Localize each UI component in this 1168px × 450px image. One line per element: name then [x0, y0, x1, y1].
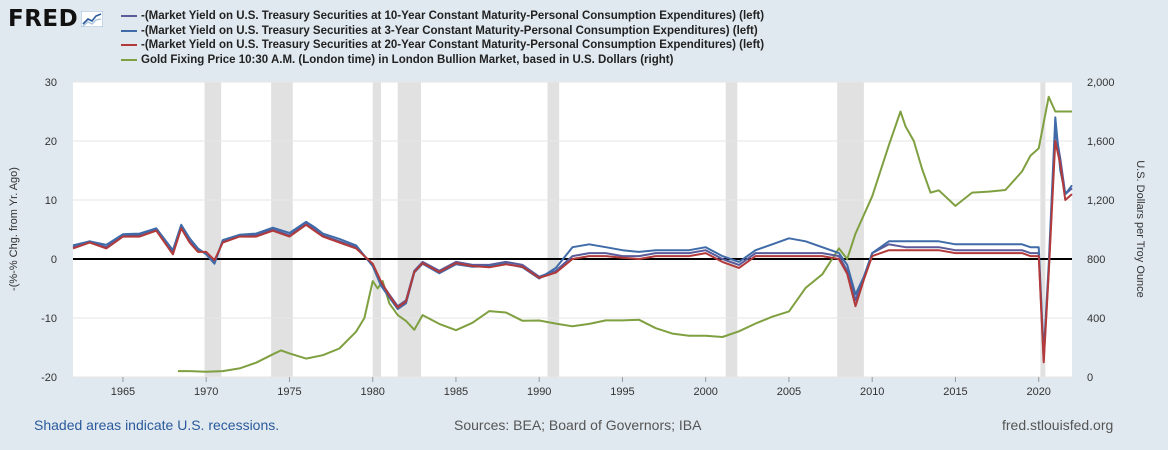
legend-swatch-gold: [121, 58, 137, 61]
tick-labels: -20 -10 0 10 20 30 0 400 800 1,200 1,600 2,000 1965 1…: [41, 77, 1114, 398]
right-tick-label: 2,000: [1087, 77, 1115, 89]
legend-item-gold[interactable]: Gold Fixing Price 10:30 A.M. (London tim…: [121, 53, 764, 68]
recession-bands: [204, 82, 1046, 377]
series-line-s3: [72, 116, 1073, 355]
right-tick-label: 400: [1087, 313, 1105, 325]
plot-background: [73, 82, 1072, 377]
graph-icon: [81, 11, 104, 27]
x-tick-label: 2015: [943, 386, 967, 398]
recession-band: [1040, 82, 1046, 377]
right-axis-label: U.S. Dollars per Troy Ounce: [1134, 160, 1146, 298]
left-axis-label: -(%-% Chg. from Yr. Ago): [8, 167, 20, 291]
recession-band: [547, 82, 560, 377]
x-tick-label: 1995: [610, 386, 634, 398]
legend-swatch-20yr: [121, 44, 137, 47]
legend-label-gold: Gold Fixing Price 10:30 A.M. (London tim…: [141, 53, 674, 66]
x-tick-label: 2005: [777, 386, 801, 398]
series-line-gold: [177, 95, 1072, 373]
x-tick-label: 1980: [360, 386, 384, 398]
recession-band: [837, 82, 864, 377]
series-line-s20: [72, 140, 1073, 364]
recession-band: [397, 82, 421, 377]
x-tick-label: 2010: [860, 386, 884, 398]
site-link[interactable]: fred.stlouisfed.org: [1002, 417, 1114, 433]
x-tick-label: 1985: [444, 386, 468, 398]
x-tick-label: 1965: [111, 386, 135, 398]
legend-label-3yr: -(Market Yield on U.S. Treasury Securiti…: [141, 24, 758, 37]
left-tick-label: -10: [41, 313, 57, 325]
left-tick-label: -20: [41, 372, 57, 384]
recession-band: [725, 82, 738, 377]
chart-legend: -(Market Yield on U.S. Treasury Securiti…: [121, 9, 764, 67]
right-tick-label: 1,200: [1087, 195, 1115, 207]
legend-label-20yr: -(Market Yield on U.S. Treasury Securiti…: [141, 39, 765, 51]
legend-swatch-10yr: [121, 15, 137, 18]
legend-label-10yr: -(Market Yield on U.S. Treasury Securiti…: [141, 10, 765, 22]
logo-text: FRED: [8, 6, 79, 32]
x-tick-label: 2000: [693, 386, 717, 398]
sources-text: Sources: BEA; Board of Governors; IBA: [454, 417, 702, 433]
x-tick-label: 1975: [277, 386, 301, 398]
right-tick-label: 800: [1087, 254, 1105, 266]
legend-item-10yr[interactable]: -(Market Yield on U.S. Treasury Securiti…: [121, 9, 764, 24]
right-tick-label: 1,600: [1087, 136, 1115, 148]
legend-swatch-3yr: [121, 29, 137, 32]
legend-item-3yr[interactable]: -(Market Yield on U.S. Treasury Securiti…: [121, 24, 764, 39]
right-tick-label: 0: [1087, 372, 1093, 384]
recession-note-link[interactable]: Shaded areas indicate U.S. recessions.: [34, 417, 280, 433]
x-tick-label: 1970: [194, 386, 218, 398]
series-lines: [72, 95, 1073, 373]
fred-logo[interactable]: FRED: [8, 6, 104, 32]
recession-band: [204, 82, 222, 377]
left-tick-label: 30: [45, 77, 57, 89]
left-tick-label: 20: [45, 136, 57, 148]
recession-band: [372, 82, 382, 377]
left-tick-label: 0: [51, 254, 57, 266]
x-tick-label: 1990: [527, 386, 551, 398]
recession-band: [271, 82, 293, 377]
x-tick-label: 2020: [1026, 386, 1050, 398]
left-tick-label: 10: [45, 195, 57, 207]
legend-item-20yr[interactable]: -(Market Yield on U.S. Treasury Securiti…: [121, 38, 764, 53]
chart-area: -20 -10 0 10 20 30 0 400 800 1,200 1,600 2,000 1965 1…: [8, 77, 1146, 398]
